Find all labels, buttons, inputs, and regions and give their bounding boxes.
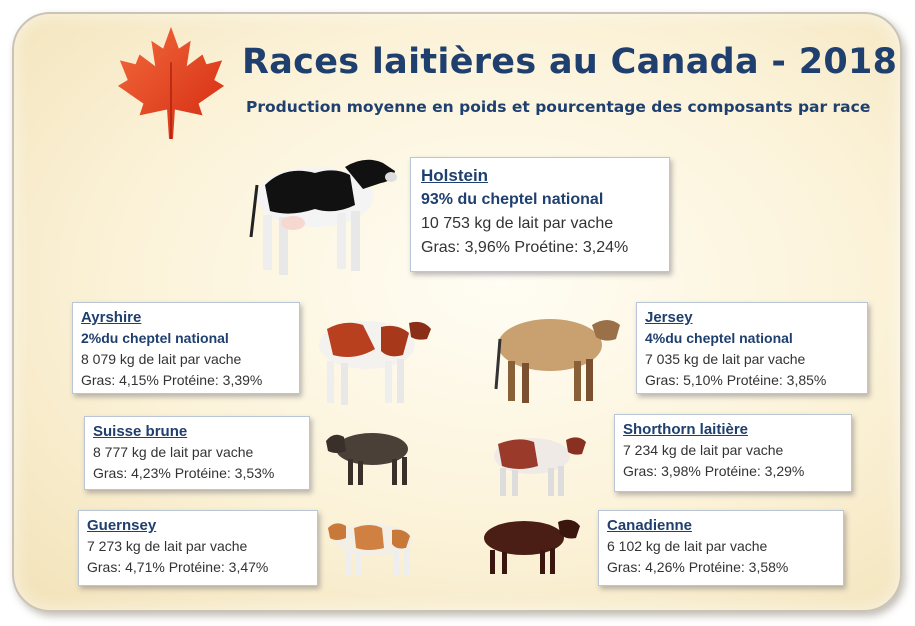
guernsey-protein: 3,47% <box>228 559 269 575</box>
guernsey-name: Guernsey <box>87 517 157 534</box>
shorthorn-fat: 3,98% <box>661 463 701 479</box>
maple-leaf-icon <box>117 26 225 140</box>
jersey-cow-image <box>494 319 620 403</box>
suisse-brune-fat: 4,23% <box>131 465 171 481</box>
suisse-brune-protein: 3,53% <box>234 465 275 481</box>
canadienne-name: Canadienne <box>607 517 693 534</box>
shorthorn-cow-image <box>494 437 586 496</box>
suisse-brune-milk: 8 777 kg de lait par vache <box>93 444 254 460</box>
canadienne-fat: 4,26% <box>645 559 685 575</box>
guernsey-card: Guernsey 7 273 kg de lait par vache Gras… <box>78 510 318 586</box>
fat-label: Gras: <box>93 465 128 481</box>
protein-label: Protéine: <box>168 559 225 575</box>
holstein-fat: 3,96% <box>464 239 510 256</box>
protein-label: Protéine: <box>704 463 761 479</box>
protein-label: Protéine: <box>726 372 783 388</box>
canadienne-protein: 3,58% <box>748 559 789 575</box>
holstein-name: Holstein <box>421 166 489 185</box>
page-subtitle: Production moyenne en poids et pourcenta… <box>246 98 871 116</box>
protein-label: Protéine: <box>688 559 745 575</box>
fat-label: Gras: <box>607 559 642 575</box>
fat-label: Gras: <box>623 463 658 479</box>
ayrshire-card: Ayrshire 2%du cheptel national 8 079 kg … <box>72 302 300 394</box>
jersey-card: Jersey 4%du cheptel national 7 035 kg de… <box>636 302 868 394</box>
shorthorn-protein: 3,29% <box>764 463 805 479</box>
page-title: Races laitières au Canada - 2018 <box>242 42 898 82</box>
fat-label: Gras: <box>81 372 116 388</box>
jersey-protein: 3,85% <box>786 372 827 388</box>
protein-label: Proétine: <box>514 239 579 256</box>
suisse-brune-name: Suisse brune <box>93 423 188 440</box>
holstein-protein: 3,24% <box>582 239 629 256</box>
canadienne-milk: 6 102 kg de lait par vache <box>607 538 768 554</box>
jersey-milk: 7 035 kg de lait par vache <box>645 351 806 367</box>
ayrshire-cow-image <box>319 321 431 405</box>
protein-label: Protéine: <box>162 372 219 388</box>
shorthorn-card: Shorthorn laitière 7 234 kg de lait par … <box>614 414 852 492</box>
ayrshire-protein: 3,39% <box>222 372 263 388</box>
jersey-fat: 5,10% <box>683 372 723 388</box>
holstein-share: 93% du cheptel national <box>421 191 604 208</box>
guernsey-fat: 4,71% <box>125 559 165 575</box>
ayrshire-name: Ayrshire <box>81 309 142 326</box>
shorthorn-name: Shorthorn laitière <box>623 421 749 438</box>
suisse-brune-cow-image <box>326 433 408 485</box>
canadienne-cow-image <box>484 519 580 574</box>
ayrshire-fat: 4,15% <box>119 372 159 388</box>
fat-label: Gras: <box>87 559 122 575</box>
protein-label: Protéine: <box>174 465 231 481</box>
ayrshire-share: 2%du cheptel national <box>81 330 229 346</box>
holstein-card: Holstein 93% du cheptel national 10 753 … <box>410 157 670 272</box>
ayrshire-milk: 8 079 kg de lait par vache <box>81 351 242 367</box>
holstein-cow-image <box>249 159 397 275</box>
canadienne-card: Canadienne 6 102 kg de lait par vache Gr… <box>598 510 844 586</box>
shorthorn-milk: 7 234 kg de lait par vache <box>623 442 784 458</box>
fat-label: Gras: <box>645 372 680 388</box>
guernsey-milk: 7 273 kg de lait par vache <box>87 538 248 554</box>
jersey-share: 4%du cheptel national <box>645 330 793 346</box>
guernsey-cow-image <box>328 523 412 576</box>
fat-label: Gras: <box>421 239 461 256</box>
holstein-milk: 10 753 kg de lait par vache <box>421 215 614 232</box>
suisse-brune-card: Suisse brune 8 777 kg de lait par vache … <box>84 416 310 490</box>
jersey-name: Jersey <box>645 309 693 326</box>
